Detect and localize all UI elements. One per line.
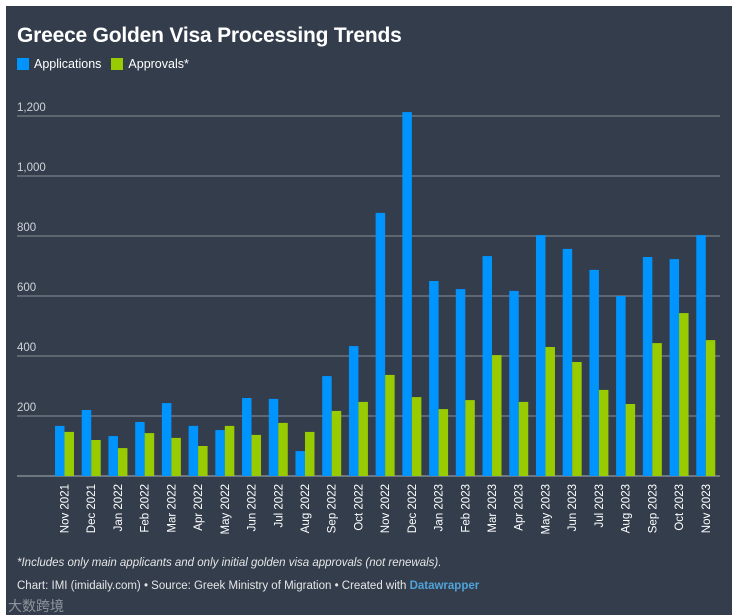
- x-tick-label: Mar 2023: [487, 484, 499, 533]
- x-tick-label: Aug 2023: [621, 484, 633, 533]
- bar-approvals: [198, 446, 208, 476]
- bar-approvals: [117, 448, 128, 476]
- bar-applications: [562, 248, 573, 476]
- x-tick-label: Dec 2021: [86, 484, 98, 533]
- bar-applications: [589, 269, 599, 476]
- y-tick-label: 200: [17, 402, 36, 414]
- credit-line: Chart: IMI (imidaily.com) • Source: Gree…: [17, 580, 479, 592]
- bar-applications: [669, 259, 680, 476]
- x-tick-label: Sep 2023: [647, 484, 659, 533]
- bar-approvals: [705, 340, 716, 476]
- bar-approvals: [224, 425, 235, 476]
- bar-approvals: [171, 437, 181, 476]
- bar-applications: [295, 451, 305, 476]
- bar-applications: [642, 257, 653, 476]
- bar-applications: [455, 289, 466, 476]
- bar-approvals: [625, 404, 636, 476]
- x-tick-label: Apr 2023: [514, 484, 526, 531]
- footnote: *Includes only main applicants and only …: [17, 557, 442, 569]
- x-tick-label: Jun 2023: [567, 484, 579, 531]
- x-tick-label: Apr 2022: [193, 484, 205, 531]
- bar-applications: [429, 281, 439, 476]
- x-tick-label: Feb 2023: [460, 484, 472, 533]
- legend-swatch-applications: [17, 58, 29, 70]
- bar-approvals: [304, 431, 315, 476]
- legend-swatch-approvals: [111, 58, 124, 70]
- legend-item-applications: Applications: [17, 57, 101, 71]
- datawrapper-link[interactable]: Datawrapper: [409, 580, 480, 592]
- x-tick-label: Nov 2022: [380, 484, 392, 533]
- x-tick-label: Dec 2022: [407, 484, 419, 533]
- x-tick-label: Aug 2022: [300, 484, 312, 533]
- credit-text: Chart: IMI (imidaily.com) • Source: Gree…: [17, 580, 410, 592]
- x-tick-label: Oct 2022: [353, 484, 365, 531]
- x-tick-label: Jan 2023: [434, 484, 446, 531]
- bar-approvals: [358, 401, 368, 476]
- bar-applications: [616, 296, 626, 476]
- legend-label-approvals: Approvals*: [128, 57, 189, 71]
- x-tick-label: Jun 2022: [247, 484, 259, 531]
- legend: Applications Approvals*: [17, 57, 189, 71]
- y-tick-label: 800: [17, 222, 36, 234]
- bar-approvals: [91, 440, 101, 476]
- bar-applications: [375, 212, 386, 476]
- bar-applications: [188, 425, 199, 476]
- bar-applications: [322, 376, 332, 476]
- bar-approvals: [411, 397, 422, 476]
- x-tick-label: Jul 2023: [594, 484, 606, 527]
- legend-item-approvals: Approvals*: [111, 57, 189, 71]
- bar-applications: [242, 398, 252, 476]
- bar-approvals: [679, 313, 689, 476]
- bar-applications: [135, 422, 145, 476]
- bar-approvals: [598, 389, 609, 476]
- x-tick-label: May 2022: [220, 484, 232, 535]
- y-tick-label: 600: [17, 282, 36, 294]
- watermark: 大数跨境: [8, 598, 64, 614]
- bar-applications: [161, 403, 172, 476]
- x-tick-label: Sep 2022: [327, 484, 339, 533]
- x-tick-label: Nov 2023: [701, 484, 713, 533]
- y-tick-label: 1,200: [17, 102, 46, 114]
- bar-applications: [81, 410, 92, 476]
- bar-applications: [55, 425, 65, 476]
- bar-applications: [402, 112, 412, 476]
- bar-approvals: [572, 362, 582, 476]
- bar-approvals: [492, 355, 502, 476]
- bar-approvals: [251, 434, 262, 476]
- chart-frame: Greece Golden Visa Processing Trends App…: [6, 6, 732, 615]
- bar-approvals: [331, 410, 342, 476]
- bar-applications: [535, 235, 546, 476]
- bar-approvals: [465, 400, 475, 476]
- x-tick-label: Nov 2021: [60, 484, 72, 533]
- x-tick-label: Oct 2023: [674, 484, 686, 531]
- x-tick-label: Mar 2022: [166, 484, 178, 533]
- bar-applications: [509, 290, 519, 476]
- bar-applications: [268, 398, 279, 476]
- bar-applications: [696, 235, 706, 476]
- y-tick-label: 1,000: [17, 162, 46, 174]
- bar-applications: [108, 436, 118, 476]
- bar-approvals: [144, 433, 155, 476]
- bar-approvals: [438, 409, 449, 476]
- chart-title: Greece Golden Visa Processing Trends: [17, 24, 402, 47]
- y-tick-label: 400: [17, 342, 36, 354]
- x-tick-label: Feb 2022: [140, 484, 152, 533]
- x-tick-label: May 2023: [540, 484, 552, 535]
- bar-applications: [215, 430, 225, 476]
- bar-approvals: [545, 347, 555, 476]
- x-tick-label: Jan 2022: [113, 484, 125, 531]
- bar-applications: [482, 256, 493, 476]
- bar-applications: [348, 346, 359, 476]
- bar-approvals: [278, 422, 288, 476]
- bar-approvals: [64, 431, 74, 476]
- legend-label-applications: Applications: [34, 57, 102, 71]
- bar-chart: 200 400 600 800 1,000 1,200 Nov 2021 Dec 2021 Ja…: [17, 102, 720, 535]
- bar-approvals: [385, 374, 395, 476]
- bar-approvals: [652, 343, 662, 476]
- x-tick-label: Jul 2022: [273, 484, 285, 527]
- bar-approvals: [518, 401, 529, 476]
